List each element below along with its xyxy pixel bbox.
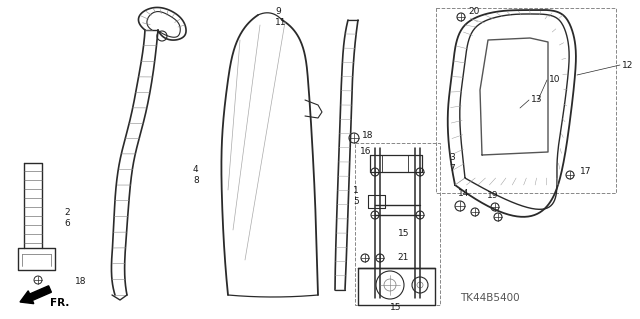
Text: 20: 20	[468, 8, 479, 17]
Text: 15: 15	[390, 302, 401, 311]
Text: 21: 21	[397, 254, 408, 263]
Text: 1
5: 1 5	[353, 186, 359, 206]
Text: 13: 13	[531, 95, 543, 105]
Text: 18: 18	[75, 278, 86, 286]
Text: 9
11: 9 11	[275, 7, 287, 27]
Bar	[355, 143, 440, 305]
Bar	[436, 8, 616, 193]
Text: 15: 15	[398, 228, 410, 238]
Text: 16: 16	[360, 147, 371, 157]
Text: 10: 10	[549, 76, 561, 85]
Text: 14: 14	[458, 189, 469, 197]
Text: FR.: FR.	[50, 298, 69, 308]
FancyArrow shape	[20, 286, 51, 304]
Text: 2
6: 2 6	[64, 208, 70, 228]
Text: 12: 12	[622, 61, 634, 70]
Text: 4
8: 4 8	[193, 165, 199, 185]
Text: TK44B5400: TK44B5400	[460, 293, 520, 303]
Text: 3
7: 3 7	[449, 153, 455, 173]
Text: 17: 17	[580, 167, 591, 176]
Text: 18: 18	[362, 130, 374, 139]
Text: 19: 19	[487, 190, 499, 199]
